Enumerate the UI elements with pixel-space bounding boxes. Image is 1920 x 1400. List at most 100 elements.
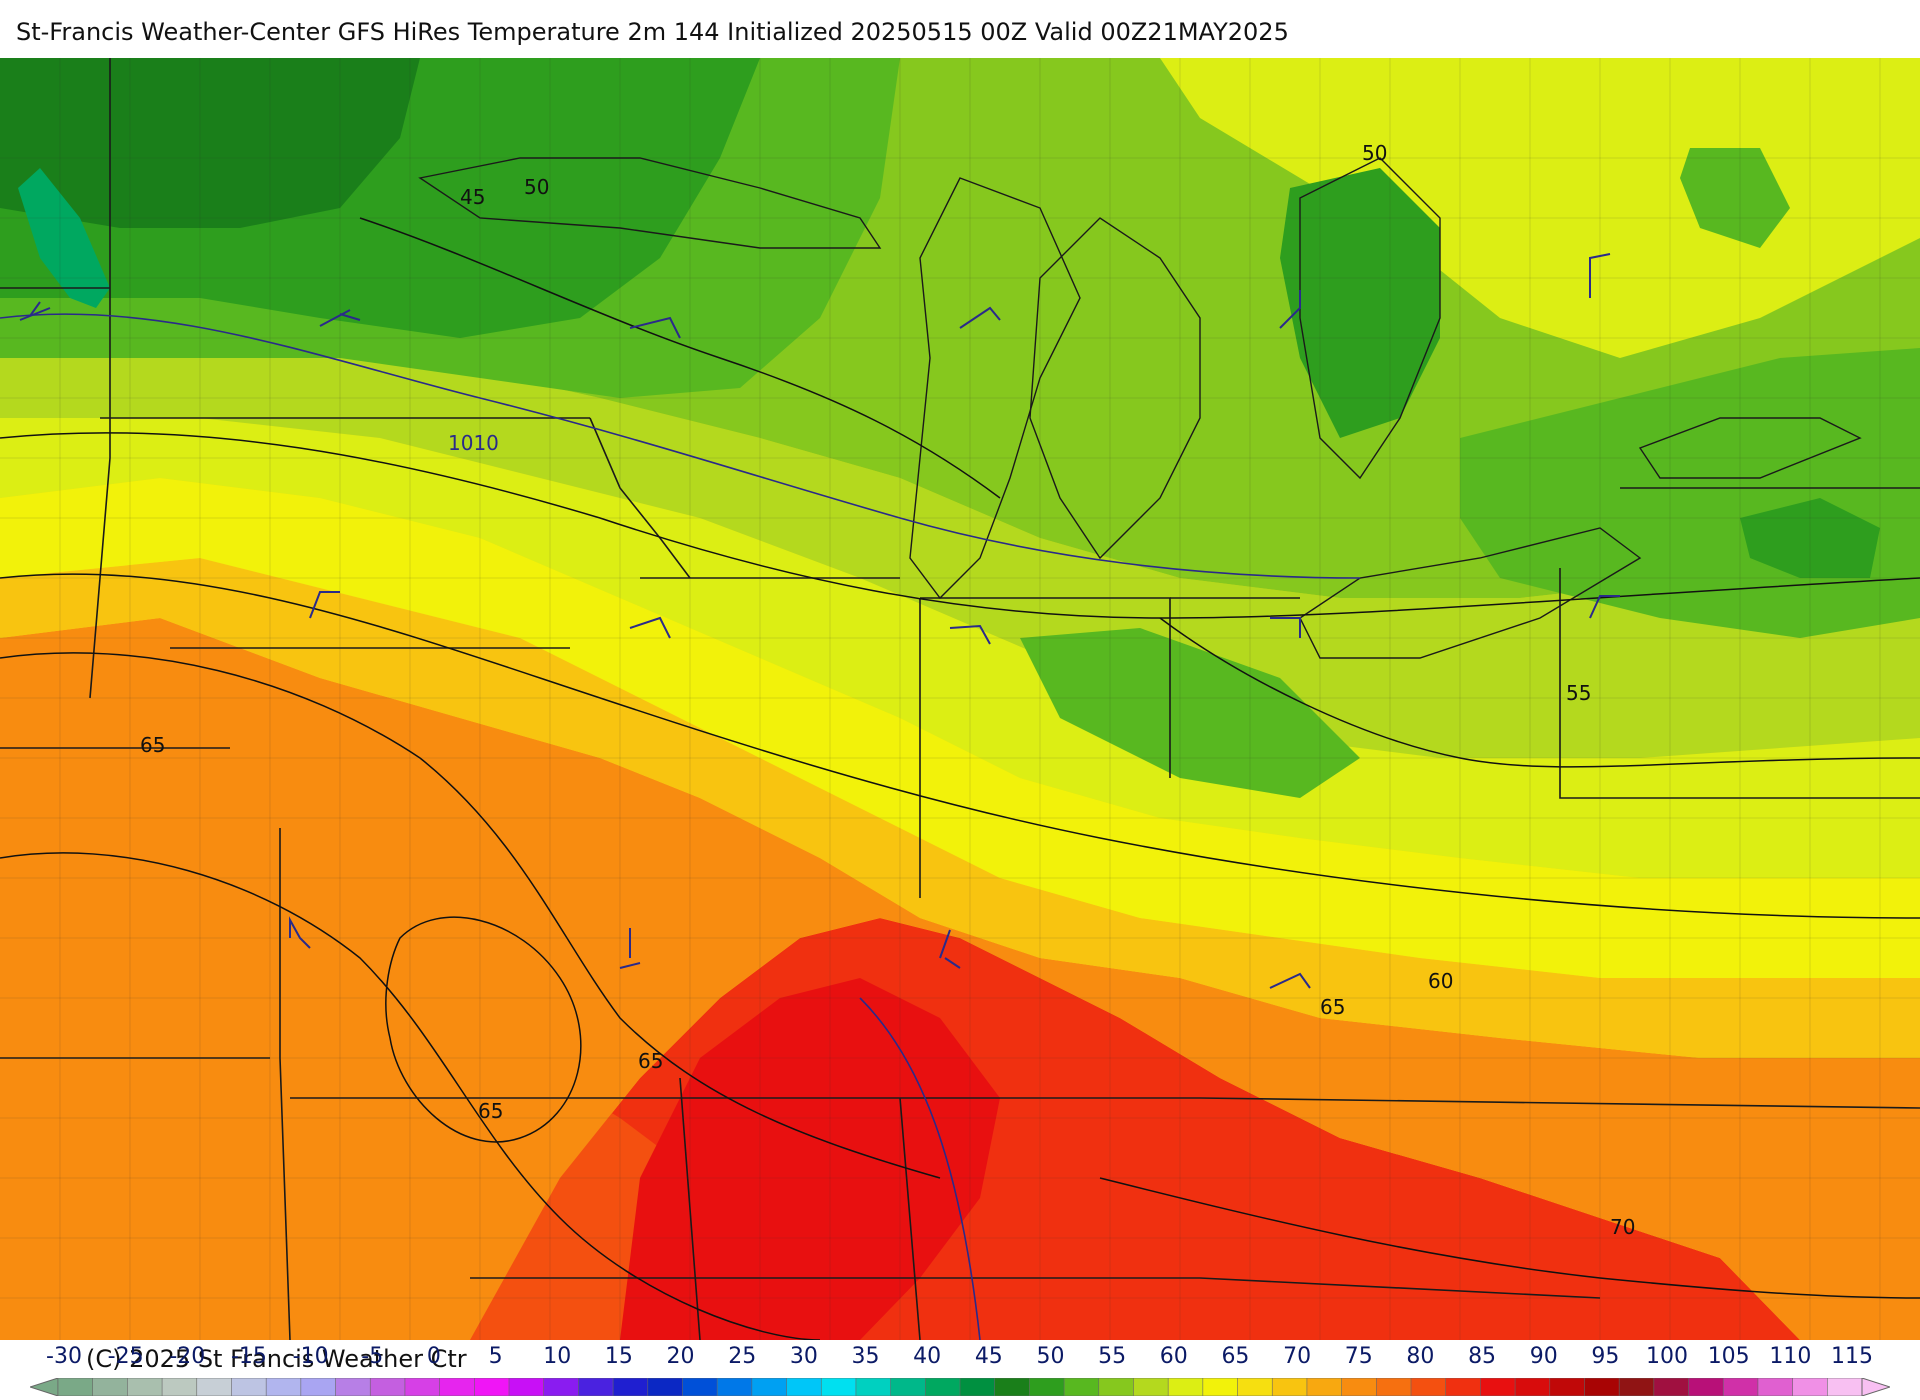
colorbar-swatch xyxy=(855,1378,892,1396)
colorbar-tick-label: 25 xyxy=(728,1344,757,1369)
colorbar-swatch xyxy=(1341,1378,1378,1396)
colorbar-swatch xyxy=(1827,1378,1863,1396)
wind-barb xyxy=(619,928,641,969)
wind-barb xyxy=(1279,290,1301,329)
colorbar-swatch xyxy=(1306,1378,1343,1396)
colorbar-tick-label: 40 xyxy=(913,1344,942,1369)
colorbar-swatch xyxy=(890,1378,927,1396)
temp-band-lime-yellow xyxy=(0,418,1920,878)
colorbar-swatch xyxy=(1480,1378,1516,1396)
colorbar-swatch xyxy=(1202,1378,1239,1396)
wind-barb xyxy=(319,309,361,327)
temp-band-orange xyxy=(0,618,1920,1340)
colorbar-swatch xyxy=(751,1378,788,1396)
colorbar-swatch xyxy=(474,1378,510,1396)
colorbar-swatch xyxy=(1167,1378,1204,1396)
colorbar-swatch xyxy=(1688,1378,1725,1396)
contour-label: 60 xyxy=(1428,969,1453,993)
state-borders xyxy=(0,58,1920,1340)
colorbar-swatch xyxy=(543,1378,580,1396)
colorbar-swatch xyxy=(265,1378,302,1396)
colorbar-swatch xyxy=(404,1378,441,1396)
colorbar-tick-label: 35 xyxy=(851,1344,880,1369)
colorbar-arrow-low xyxy=(30,1378,59,1396)
wind-barbs xyxy=(19,253,1620,989)
colorbar-swatch xyxy=(1653,1378,1690,1396)
wind-barb xyxy=(949,624,991,645)
wind-barb xyxy=(1589,253,1611,298)
colorbar-tick-label: 0 xyxy=(426,1344,441,1369)
colorbar-swatch xyxy=(57,1378,94,1396)
county-lines xyxy=(0,58,1920,1340)
contour-label: 65 xyxy=(1320,995,1345,1019)
contour-label: 50 xyxy=(524,175,549,199)
colorbar-swatch xyxy=(300,1378,337,1396)
temp-band-amber xyxy=(0,558,1920,1058)
colorbar-swatch xyxy=(1063,1378,1100,1396)
colorbar-swatch xyxy=(1410,1378,1447,1396)
colorbar-tick-label: 55 xyxy=(1098,1344,1127,1369)
copyright-notice: (C) 2025 St Francis Weather Ctr xyxy=(86,1345,467,1373)
temp-pocket-teal xyxy=(18,168,110,308)
wind-barb xyxy=(1269,972,1311,989)
temp-band-light-green xyxy=(0,338,1920,758)
colorbar-swatch xyxy=(786,1378,823,1396)
colorbar-swatch xyxy=(925,1378,961,1396)
colorbar-swatch xyxy=(682,1378,718,1396)
temp-band-red-core xyxy=(620,978,1000,1340)
colorbar-swatch xyxy=(335,1378,372,1396)
colorbar-swatch xyxy=(92,1378,129,1396)
colorbar-tick-label: 70 xyxy=(1283,1344,1312,1369)
colorbar-swatch xyxy=(127,1378,163,1396)
colorbar-swatch xyxy=(439,1378,476,1396)
colorbar-swatch xyxy=(1618,1378,1655,1396)
colorbar-tick-label: 30 xyxy=(789,1344,818,1369)
contour-label: 70 xyxy=(1610,1215,1635,1239)
colorbar-swatch xyxy=(647,1378,684,1396)
contour-label: 65 xyxy=(638,1049,663,1073)
colorbar-tick-label: 60 xyxy=(1159,1344,1188,1369)
wind-barb xyxy=(289,916,311,949)
colorbar-swatch xyxy=(959,1378,996,1396)
colorbar-swatch xyxy=(231,1378,267,1396)
colorbar-swatch xyxy=(994,1378,1031,1396)
colorbar-tick-labels: -30 -25 -20 -15 -10 -5 0 5 10 15 20 25 30 35 40 45 50 55 6… xyxy=(0,1344,1920,1374)
temp-band-yellow xyxy=(0,478,1920,978)
colorbar-swatch xyxy=(1722,1378,1759,1396)
wind-barb xyxy=(1270,617,1301,638)
colorbar-tick-label: 95 xyxy=(1591,1344,1620,1369)
colorbar-tick-label: 110 xyxy=(1769,1344,1812,1369)
colorbar-tick-label: 20 xyxy=(666,1344,695,1369)
colorbar-swatch xyxy=(161,1378,198,1396)
colorbar-swatch xyxy=(1029,1378,1065,1396)
colorbar-tick-label: 105 xyxy=(1707,1344,1750,1369)
temp-pocket-ny-dark xyxy=(1740,498,1880,578)
colorbar-tick-label: -15 xyxy=(230,1344,267,1369)
colorbar-tick-label: 5 xyxy=(488,1344,503,1369)
colorbar-tick-label: -10 xyxy=(292,1344,329,1369)
colorbar-swatch xyxy=(1757,1378,1794,1396)
colorbar-tick-label: -30 xyxy=(46,1344,82,1369)
wind-barb xyxy=(1589,595,1620,619)
contour-labels: 45 50 50 55 60 65 65 65 65 70 1010 xyxy=(140,141,1635,1239)
colorbar-swatch xyxy=(196,1378,233,1396)
wind-barb xyxy=(629,616,671,639)
colorbar-swatch xyxy=(578,1378,614,1396)
colorbar-arrow-high xyxy=(1861,1378,1890,1396)
colorbar-tick-label: 15 xyxy=(604,1344,633,1369)
wind-barb xyxy=(959,306,1001,329)
colorbar-tick-label: 10 xyxy=(543,1344,572,1369)
colorbar-swatch xyxy=(1792,1378,1829,1396)
temp-band-north-yellow xyxy=(1160,58,1920,358)
isotherm-contours xyxy=(0,217,1920,1340)
temp-pocket-ontario-green xyxy=(1280,168,1440,438)
temp-band-deep-green xyxy=(0,58,420,228)
contour-label: 45 xyxy=(460,185,485,209)
colorbar-tick-label: 85 xyxy=(1468,1344,1497,1369)
contour-label: 50 xyxy=(1362,141,1387,165)
colorbar-tick-label: -20 xyxy=(169,1344,206,1369)
colorbar-tick-label: 90 xyxy=(1529,1344,1558,1369)
pressure-label: 1010 xyxy=(448,431,499,455)
colorbar-swatch xyxy=(1376,1378,1412,1396)
colorbar-swatch xyxy=(369,1378,406,1396)
